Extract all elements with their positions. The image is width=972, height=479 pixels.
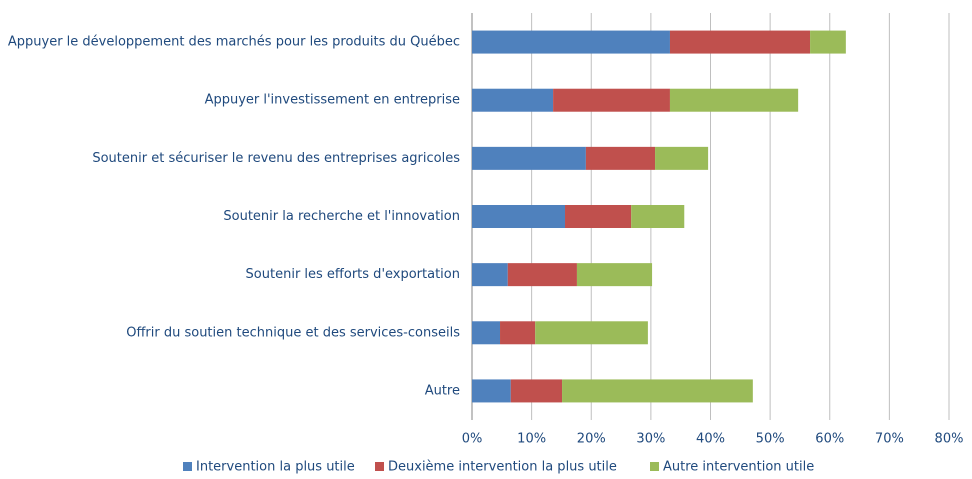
bar-segment [472,205,566,228]
bar-segment [472,146,586,170]
x-tick-label: 30% [636,432,665,447]
bar-segment [562,379,753,403]
bar-segment [472,321,501,345]
x-tick-label: 20% [577,432,606,447]
x-tick-label: 50% [756,432,785,447]
bar-segment [472,30,670,54]
bar-segment [655,146,709,170]
legend-label: Intervention la plus utile [196,460,355,475]
bar-segment [565,205,632,228]
x-tick-label: 0% [462,432,483,447]
y-tick-label: Appuyer l'investissement en entreprise [205,93,460,108]
bar-segment [500,321,536,345]
bar-segment [631,205,685,228]
bar-segment [507,263,577,287]
y-tick-label: Appuyer le développement des marchés pou… [8,35,460,50]
y-tick-label: Autre [425,383,460,398]
y-tick-label: Soutenir la recherche et l'innovation [223,209,460,224]
y-tick-label: Offrir du soutien technique et des servi… [126,325,460,340]
bar-segment [669,30,811,54]
bar-segment [576,263,653,287]
legend-swatch [183,462,192,471]
y-tick-label: Soutenir et sécuriser le revenu des entr… [92,151,460,166]
bar-segment [535,321,648,345]
x-tick-label: 80% [935,432,964,447]
legend-label: Autre intervention utile [663,460,814,475]
legend-swatch [650,462,659,471]
bar-segment [585,146,656,170]
bar-segment [510,379,563,403]
bar-segment [472,379,511,403]
legend-swatch [375,462,384,471]
bar-segment [472,263,508,287]
bar-segment [553,88,670,112]
bar-segment [669,88,799,112]
x-tick-label: 10% [517,432,546,447]
x-tick-label: 40% [696,432,725,447]
bar-segment [472,88,554,112]
legend-label: Deuxième intervention la plus utile [388,460,617,475]
x-tick-label: 60% [815,432,844,447]
y-tick-label: Soutenir les efforts d'exportation [246,267,460,282]
x-tick-label: 70% [875,432,904,447]
bar-segment [810,30,846,54]
